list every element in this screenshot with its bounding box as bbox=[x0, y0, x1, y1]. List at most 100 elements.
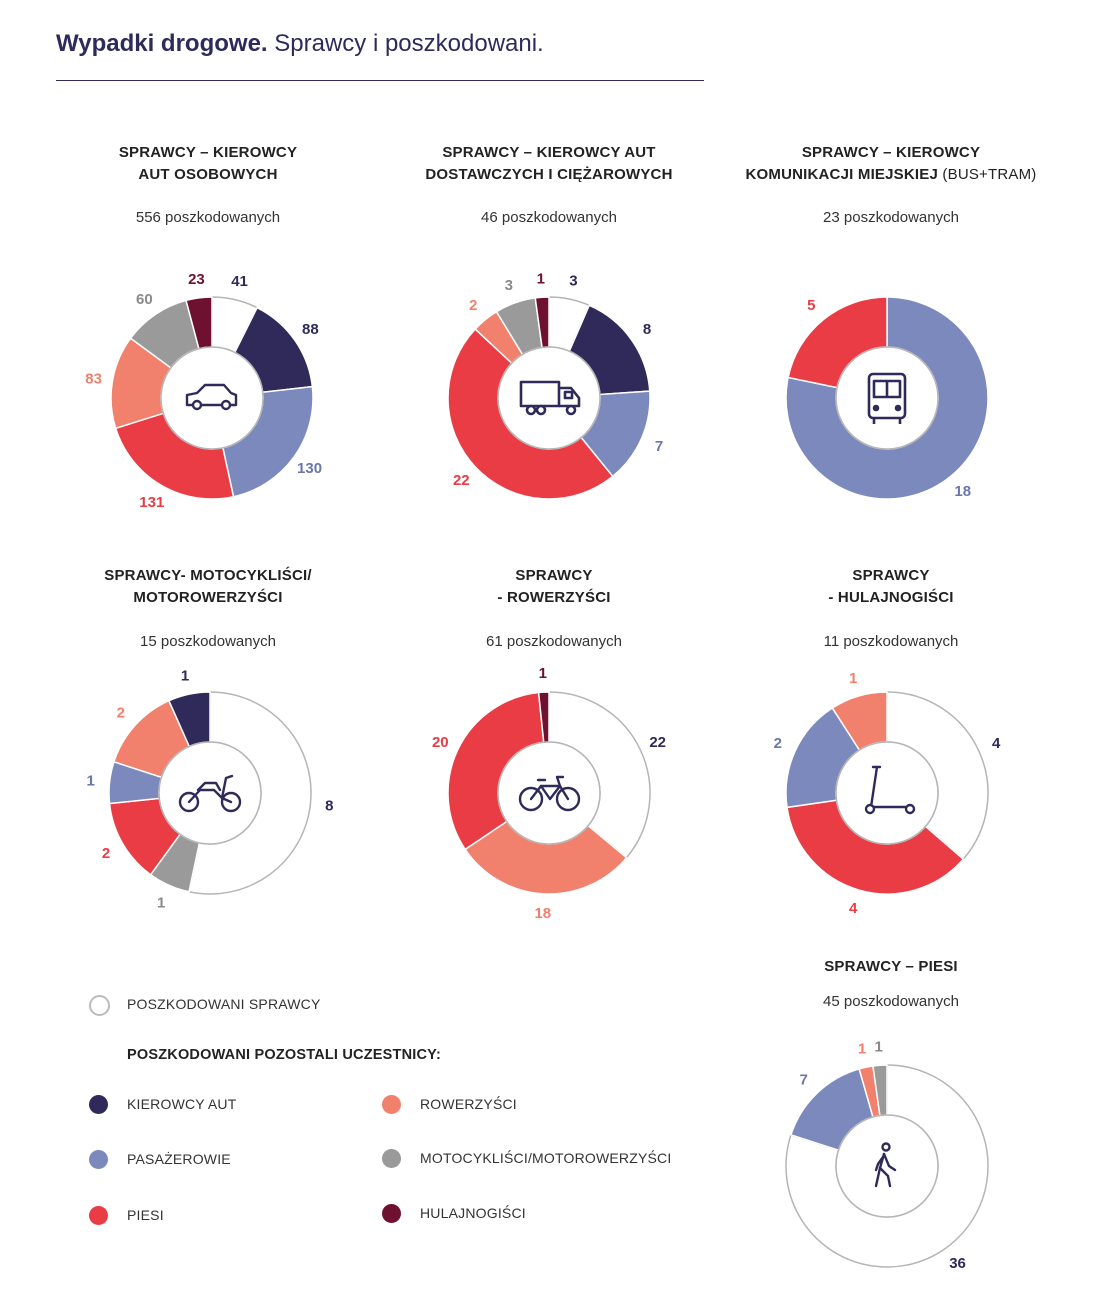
donut-chart-4: 8 1 2 1 2 1 bbox=[86, 668, 333, 912]
data-label-rowerzysci: 18 bbox=[534, 905, 551, 922]
data-label-piesi: 131 bbox=[139, 494, 164, 511]
legend-label-pasazerowie: PASAŻEROWIE bbox=[127, 1151, 231, 1167]
chart-subtitle-trucks: 46 poszkodowanych bbox=[481, 209, 617, 226]
data-label-pasazerowie: 7 bbox=[799, 1072, 807, 1089]
chart-title-pedestrians: SPRAWCY – PIESI bbox=[731, 956, 1051, 978]
data-label-sprawcy: 4 bbox=[992, 735, 1001, 752]
donut-chart-5: 22 18 20 1 bbox=[432, 665, 666, 922]
data-label-rowerzysci: 1 bbox=[849, 670, 857, 687]
bus-icon bbox=[867, 372, 907, 424]
page-title: Wypadki drogowe. Sprawcy i poszkodowani. bbox=[56, 30, 544, 58]
chart-title-line: - HULAJNOGIŚCI bbox=[828, 589, 954, 606]
data-label-motocyklisci: 1 bbox=[874, 1038, 882, 1055]
bicycle-icon bbox=[518, 775, 581, 812]
data-label-kierowcy: 1 bbox=[181, 668, 189, 685]
data-label-piesi: 20 bbox=[432, 734, 449, 751]
data-label-piesi: 4 bbox=[849, 900, 858, 917]
legend-dot-kierowcy bbox=[89, 1095, 108, 1114]
data-label-pasazerowie: 2 bbox=[774, 735, 782, 752]
chart-title-line-main: KOMUNIKACJI MIEJSKIEJ bbox=[745, 166, 939, 183]
data-label-motocyklisci: 3 bbox=[505, 277, 513, 294]
motorcycle-icon bbox=[178, 774, 242, 813]
data-label-pasazerowie: 18 bbox=[954, 483, 971, 500]
chart-title-line: SPRAWCY – PIESI bbox=[824, 958, 958, 975]
chart-title-line: SPRAWCY – KIEROWCY bbox=[118, 144, 298, 161]
legend-dot-pasazerowie bbox=[89, 1150, 108, 1169]
truck-icon bbox=[519, 380, 581, 416]
chart-title-line: - ROWERZYŚCI bbox=[497, 589, 611, 606]
chart-title-line: MOTOROWERZYŚCI bbox=[133, 589, 283, 606]
data-label-piesi: 2 bbox=[102, 845, 110, 862]
title-underline bbox=[56, 80, 704, 81]
chart-title-line: SPRAWCY – KIEROWCY bbox=[801, 144, 981, 161]
chart-title-line: SPRAWCY- MOTOCYKLIŚCI/ bbox=[104, 567, 312, 584]
legend-dot-motocyklisci bbox=[382, 1149, 401, 1168]
chart-title-cars: SPRAWCY – KIEROWCY AUT OSOBOWYCH bbox=[48, 142, 368, 186]
chart-subtitle-pedestrians: 45 poszkodowanych bbox=[823, 993, 959, 1010]
legend-label-sprawcy: POSZKODOWANI SPRAWCY bbox=[127, 996, 321, 1012]
donut-chart-6: 4 4 2 1 bbox=[774, 670, 1001, 917]
legend-dot-sprawcy bbox=[89, 995, 110, 1016]
donut-hole bbox=[497, 741, 601, 845]
data-label-piesi: 22 bbox=[453, 472, 470, 489]
scooter-icon bbox=[864, 765, 916, 815]
legend-dot-rowerzysci bbox=[382, 1095, 401, 1114]
chart-title-bus: SPRAWCY – KIEROWCY KOMUNIKACJI MIEJSKIEJ … bbox=[731, 142, 1051, 186]
data-label-sprawcy: 36 bbox=[949, 1255, 966, 1272]
chart-title-suffix: (BUS+TRAM) bbox=[938, 166, 1037, 183]
data-label-pasazerowie: 1 bbox=[86, 772, 94, 789]
page-title-rest: Sprawcy i poszkodowani. bbox=[267, 30, 544, 57]
chart-title-motorcycles: SPRAWCY- MOTOCYKLIŚCI/MOTOROWERZYŚCI bbox=[48, 565, 368, 609]
data-label-sprawcy: 41 bbox=[231, 273, 248, 290]
chart-subtitle-cars: 556 poszkodowanych bbox=[135, 209, 281, 226]
page-title-bold: Wypadki drogowe. bbox=[56, 30, 268, 57]
data-label-hulajnogisci: 1 bbox=[537, 270, 545, 287]
chart-title-line: SPRAWCY – KIEROWCY AUT bbox=[442, 144, 656, 161]
data-label-sprawcy: 22 bbox=[649, 734, 666, 751]
chart-title-line: DOSTAWCZYCH I CIĘŻAROWYCH bbox=[425, 166, 673, 183]
car-icon bbox=[185, 383, 238, 411]
donut-chart-1: 41 88 130 131 83 60 23 bbox=[85, 271, 322, 511]
chart-subtitle-bus: 23 poszkodowanych bbox=[823, 209, 959, 226]
pedestrian-icon bbox=[874, 1142, 897, 1188]
legend-label-motocyklisci: MOTOCYKLIŚCI/MOTOROWERZYŚCI bbox=[420, 1150, 672, 1166]
chart-subtitle-bicycles: 61 poszkodowanych bbox=[486, 633, 622, 650]
donut-hole bbox=[835, 741, 939, 845]
data-label-sprawcy: 8 bbox=[325, 798, 333, 815]
data-label-rowerzysci: 2 bbox=[469, 297, 477, 314]
data-label-kierowcy: 88 bbox=[302, 321, 319, 338]
legend-dot-hulajnogisci bbox=[382, 1204, 401, 1223]
donut-hole bbox=[835, 1114, 939, 1218]
data-label-sprawcy: 3 bbox=[569, 273, 577, 290]
chart-title-line: KOMUNIKACJI MIEJSKIEJ (BUS+TRAM) bbox=[731, 164, 1051, 186]
data-label-hulajnogisci: 1 bbox=[539, 665, 547, 682]
chart-subtitle-scooters: 11 poszkodowanych bbox=[823, 633, 959, 650]
donut-chart-3: 18 5 bbox=[785, 296, 989, 500]
data-label-rowerzysci: 83 bbox=[85, 370, 102, 387]
data-label-rowerzysci: 1 bbox=[858, 1041, 866, 1058]
legend-label-piesi: PIESI bbox=[127, 1207, 164, 1223]
donut-hole bbox=[160, 346, 264, 450]
chart-title-scooters: SPRAWCY - HULAJNOGIŚCI bbox=[731, 565, 1051, 609]
legend-heading: POSZKODOWANI POZOSTALI UCZESTNICY: bbox=[127, 1047, 441, 1063]
chart-title-trucks: SPRAWCY – KIEROWCY AUT DOSTAWCZYCH I CIĘŻ… bbox=[389, 142, 709, 186]
data-label-motocyklisci: 1 bbox=[157, 895, 165, 912]
data-label-rowerzysci: 2 bbox=[117, 705, 125, 722]
chart-title-line: SPRAWCY bbox=[515, 567, 593, 584]
legend-label-kierowcy: KIEROWCY AUT bbox=[127, 1096, 237, 1112]
data-label-pasazerowie: 7 bbox=[655, 438, 663, 455]
data-label-motocyklisci: 60 bbox=[136, 291, 153, 308]
chart-title-line: SPRAWCY bbox=[852, 567, 930, 584]
data-label-piesi: 5 bbox=[807, 297, 815, 314]
chart-title-line: AUT OSOBOWYCH bbox=[138, 166, 278, 183]
donut-hole bbox=[497, 346, 601, 450]
chart-subtitle-motorcycles: 15 poszkodowanych bbox=[140, 633, 276, 650]
donut-hole bbox=[158, 741, 262, 845]
data-label-kierowcy: 8 bbox=[643, 321, 651, 338]
data-label-hulajnogisci: 23 bbox=[188, 271, 205, 288]
legend-label-rowerzysci: ROWERZYŚCI bbox=[420, 1096, 517, 1112]
donut-chart-7: 36 7 1 1 bbox=[785, 1038, 989, 1272]
legend-dot-piesi bbox=[89, 1206, 108, 1225]
